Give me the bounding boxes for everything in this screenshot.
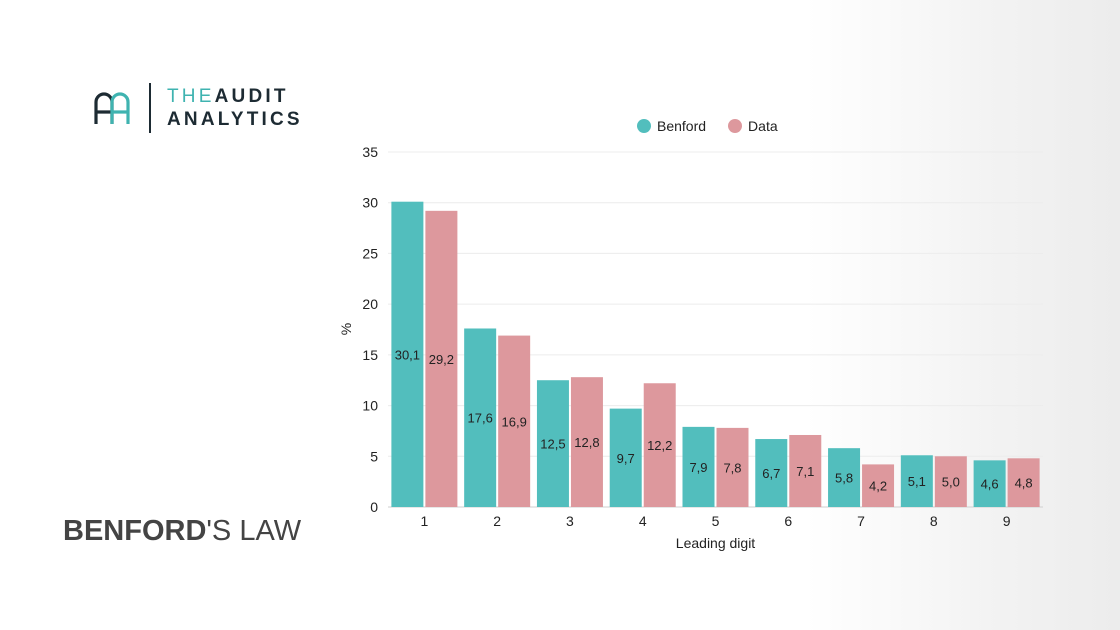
x-tick-label: 5 [712,513,720,529]
x-tick-label: 4 [639,513,647,529]
bar-benford [682,426,715,507]
y-tick-label: 20 [362,296,378,312]
x-tick-label: 2 [493,513,501,529]
logo-the: THE [167,86,215,107]
logo-divider [149,83,151,133]
bar-benford [609,408,642,507]
bar-data [716,427,749,507]
bar-benford [536,380,569,507]
legend-label-data: Data [748,118,778,134]
data-label: 12,2 [647,438,672,453]
bar-benford [464,328,497,507]
legend-dot-benford [637,119,651,133]
title-regular: 'S LAW [206,515,302,547]
data-label: 16,9 [502,414,527,429]
x-tick-label: 1 [420,513,428,529]
y-tick-label: 15 [362,347,378,363]
bar-data [643,383,676,507]
bar-data [1007,458,1040,507]
bar-data [862,464,895,507]
data-label: 4,6 [981,477,999,492]
bar-data [425,210,458,508]
page-title: BENFORD'S LAW [63,515,301,548]
y-tick-label: 25 [362,245,378,261]
legend-dot-data [728,119,743,133]
legend: Benford Data [637,118,778,134]
data-label: 12,5 [540,437,565,452]
data-label: 7,8 [723,460,741,475]
logo: THEAUDIT ANALYTICS [93,83,303,133]
data-label: 30,1 [395,347,420,362]
data-label: 17,6 [468,411,493,426]
bar-benford [973,460,1006,507]
data-label: 5,8 [835,471,853,486]
y-tick-label: 30 [362,195,378,211]
logo-audit: AUDIT [214,86,289,107]
bar-benford [900,455,933,507]
logo-mark-icon [94,92,130,124]
legend-label-benford: Benford [657,118,707,134]
data-label: 5,1 [908,474,926,489]
logo-analytics: ANALYTICS [167,109,303,130]
bar-benford [755,439,788,507]
x-tick-label: 9 [1003,513,1011,529]
data-label: 12,8 [574,435,599,450]
bar-data [570,377,603,507]
x-axis-label: Leading digit [676,535,756,551]
data-label: 7,9 [689,460,707,475]
data-label: 29,2 [429,352,454,367]
title-bold: BENFORD [63,515,207,547]
x-tick-label: 8 [930,513,938,529]
x-tick-label: 3 [566,513,574,529]
y-tick-label: 0 [370,499,378,515]
x-tick-label: 7 [857,513,865,529]
bar-benford [828,448,861,507]
y-axis-label: % [338,323,354,335]
bar-benford [391,201,424,507]
logo-text: THEAUDIT ANALYTICS [167,85,303,131]
data-label: 9,7 [617,451,635,466]
y-tick-label: 10 [362,398,378,414]
legend-item-benford: Benford [637,118,706,134]
data-label: 6,7 [762,466,780,481]
bar-data [498,335,531,507]
data-label: 5,0 [942,475,960,490]
x-tick-label: 6 [784,513,792,529]
data-label: 4,2 [869,479,887,494]
y-tick-label: 35 [362,144,378,160]
bar-data [934,456,967,507]
legend-item-data: Data [728,118,778,134]
data-label: 7,1 [796,464,814,479]
bar-data [789,434,822,507]
data-label: 4,8 [1015,476,1033,491]
y-tick-label: 5 [370,448,378,464]
